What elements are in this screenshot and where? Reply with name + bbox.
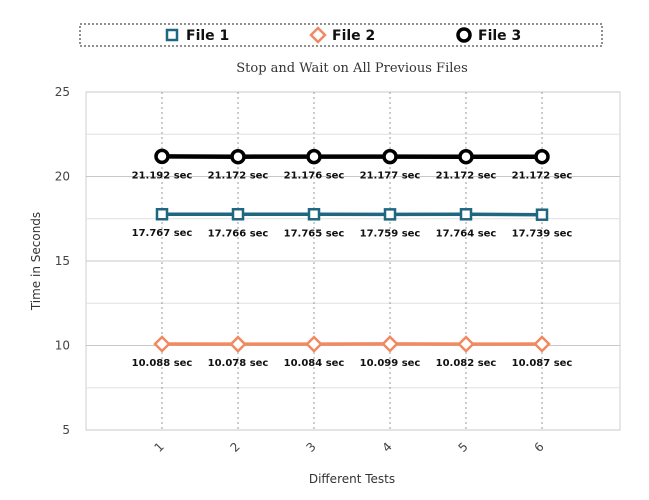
x-tick-label: 3 <box>304 440 319 455</box>
data-point <box>535 208 549 221</box>
legend-marker <box>456 27 472 43</box>
data-label: 10.088 sec <box>132 358 193 369</box>
data-point <box>231 208 245 221</box>
series-file-3: 21.192 sec 21.172 sec 21.176 sec 21.177 sec… <box>132 148 573 182</box>
chart-title: Stop and Wait on All Previous Files <box>236 61 468 76</box>
data-point <box>154 148 170 165</box>
x-tick-label: 5 <box>456 440 471 455</box>
x-tick-label: 6 <box>532 440 547 455</box>
data-point <box>381 335 399 353</box>
data-point <box>383 208 397 221</box>
legend-marker <box>165 28 179 42</box>
data-point <box>533 335 551 353</box>
data-label: 21.177 sec <box>360 171 421 182</box>
data-point <box>534 148 550 165</box>
legend-label: File 3 <box>478 28 521 44</box>
series-layer: 17.767 sec 17.766 sec 17.765 sec 17.759 sec… <box>132 148 573 369</box>
y-tick-label: 5 <box>62 423 70 437</box>
data-point <box>382 148 398 165</box>
data-label: 17.767 sec <box>132 228 193 239</box>
data-label: 21.172 sec <box>436 171 497 182</box>
y-tick-label: 10 <box>55 339 70 353</box>
data-label: 10.099 sec <box>360 358 421 369</box>
data-point <box>153 335 171 353</box>
legend-marker <box>309 26 327 44</box>
data-point <box>458 148 474 165</box>
data-point <box>307 208 321 221</box>
legend: File 1 File 2 File 3 <box>79 23 603 47</box>
legend-label: File 2 <box>332 28 375 44</box>
data-label: 17.759 sec <box>360 228 421 239</box>
y-axis-ticks: 5 10 15 20 25 <box>55 85 70 437</box>
data-label: 21.192 sec <box>132 170 193 181</box>
data-label: 10.078 sec <box>208 358 269 369</box>
data-label: 17.765 sec <box>284 228 345 239</box>
x-tick-label: 1 <box>152 440 167 455</box>
data-point <box>229 335 247 353</box>
grid <box>85 91 621 431</box>
data-label: 10.084 sec <box>284 358 345 369</box>
x-axis-ticks: 1 2 3 4 5 6 <box>152 440 547 455</box>
series-file-2: 10.088 sec 10.078 sec 10.084 sec 10.099 sec… <box>132 335 573 369</box>
y-tick-label: 25 <box>55 85 70 99</box>
data-label: 10.087 sec <box>512 358 573 369</box>
data-label: 21.176 sec <box>284 171 345 182</box>
x-tick-label: 2 <box>228 440 243 455</box>
data-point <box>230 148 246 165</box>
data-point <box>457 335 475 353</box>
legend-box <box>79 23 603 47</box>
series-file-1: 17.767 sec 17.766 sec 17.765 sec 17.759 sec… <box>132 207 573 240</box>
data-label: 17.764 sec <box>436 228 497 239</box>
data-label: 21.172 sec <box>208 171 269 182</box>
y-axis-title: Time in Seconds <box>29 212 43 311</box>
y-tick-label: 15 <box>55 254 70 268</box>
legend-label: File 1 <box>186 28 229 44</box>
x-tick-label: 4 <box>380 440 395 455</box>
data-point <box>459 208 473 221</box>
x-axis-title: Different Tests <box>309 472 395 486</box>
data-label: 17.739 sec <box>512 229 573 240</box>
data-point <box>155 207 169 221</box>
y-tick-label: 20 <box>55 170 70 184</box>
data-label: 10.082 sec <box>436 358 497 369</box>
data-point <box>305 335 323 353</box>
data-label: 21.172 sec <box>512 171 573 182</box>
data-label: 17.766 sec <box>208 228 269 239</box>
data-point <box>306 148 322 165</box>
